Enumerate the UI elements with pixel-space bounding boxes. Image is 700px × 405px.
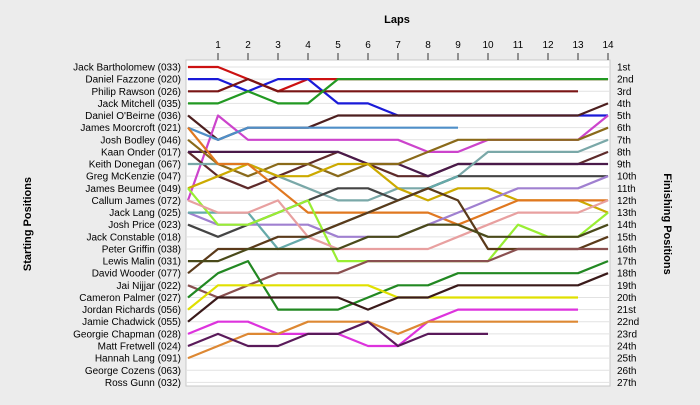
starting-position-label: Kaan Onder (017) (101, 147, 181, 158)
lap-tick-label: 5 (335, 40, 341, 51)
finishing-position-label: 10th (617, 172, 636, 183)
starting-position-label: Daniel O'Beirne (036) (85, 111, 181, 122)
starting-position-label: Callum James (072) (92, 196, 181, 207)
lap-tick-label: 10 (482, 40, 494, 51)
finishing-position-label: 5th (617, 111, 631, 122)
starting-position-label: Jack Lang (025) (109, 208, 181, 219)
finishing-position-label: 11th (617, 184, 636, 195)
finishing-position-label: 24th (617, 341, 636, 352)
finishing-position-label: 1st (617, 63, 631, 74)
series-line (188, 223, 609, 263)
starting-position-label: Philip Rawson (026) (92, 87, 182, 98)
lap-tick-label: 14 (602, 40, 614, 51)
lap-tick-label: 8 (425, 40, 431, 51)
series-line (187, 199, 609, 251)
finishing-position-label: 6th (617, 123, 631, 134)
finishing-position-label: 9th (617, 160, 631, 171)
finishing-positions-axis: 1st2nd3rd4th5th6th7th8th9th10th11th12th1… (617, 63, 639, 389)
starting-position-label: James Moorcroft (021) (80, 123, 181, 134)
lap-tick-label: 1 (215, 40, 221, 51)
series-line (187, 126, 458, 141)
finishing-position-label: 19th (617, 281, 636, 292)
finishing-position-label: 14th (617, 220, 636, 231)
finishing-position-label: 8th (617, 147, 631, 158)
finishing-position-label: 22nd (617, 317, 639, 328)
series-line (187, 308, 578, 348)
starting-position-label: George Cozens (063) (85, 366, 181, 377)
y-axis-left-label: Starting Positions (22, 177, 34, 271)
series-line (187, 284, 578, 311)
starting-position-label: James Beumee (049) (85, 184, 181, 195)
lap-tick-label: 4 (305, 40, 311, 51)
finishing-position-label: 23rd (617, 329, 637, 340)
lap-tick-label: 12 (542, 40, 554, 51)
starting-position-label: Jordan Richards (056) (82, 305, 181, 316)
series-line (188, 77, 578, 93)
finishing-position-label: 18th (617, 269, 636, 280)
lap-tick-label: 7 (395, 40, 401, 51)
lap-tick-label: 11 (513, 40, 524, 51)
chart-title: Laps (384, 14, 410, 26)
starting-position-label: Jack Mitchell (035) (98, 99, 181, 110)
finishing-position-label: 12th (617, 196, 636, 207)
series-lines (186, 65, 609, 360)
finishing-position-label: 13th (617, 208, 636, 219)
finishing-position-label: 3rd (617, 87, 631, 98)
lap-tick-label: 13 (572, 40, 584, 51)
starting-position-label: Josh Bodley (046) (100, 135, 181, 146)
starting-positions-axis: Jack Bartholomew (033)Daniel Fazzone (02… (73, 63, 181, 389)
starting-position-label: Jack Bartholomew (033) (73, 63, 181, 74)
finishing-position-label: 27th (617, 378, 636, 389)
finishing-position-label: 26th (617, 366, 636, 377)
starting-position-label: David Wooder (077) (92, 269, 181, 280)
series-line (187, 272, 609, 323)
starting-position-label: Josh Price (023) (108, 220, 181, 231)
starting-position-label: Jai Nijjar (022) (117, 281, 181, 292)
starting-position-label: Georgie Chapman (028) (73, 329, 181, 340)
starting-position-label: Greg McKenzie (047) (86, 172, 181, 183)
series-line (188, 77, 608, 105)
finishing-position-label: 7th (617, 135, 631, 146)
starting-position-label: Lewis Malin (031) (103, 257, 181, 268)
series-line (187, 126, 608, 226)
lap-tick-label: 3 (275, 40, 281, 51)
finishing-position-label: 15th (617, 232, 636, 243)
finishing-position-label: 21st (617, 305, 636, 316)
starting-position-label: Jamie Chadwick (055) (82, 317, 181, 328)
starting-position-label: Daniel Fazzone (020) (85, 75, 181, 86)
lap-axis: 1 2 3 4 5 6 7 8 9 10 11 12 13 14 (215, 40, 614, 51)
finishing-position-label: 25th (617, 354, 636, 365)
series-line (187, 247, 608, 299)
finishing-position-label: 16th (617, 244, 636, 255)
series-line (187, 320, 488, 348)
finishing-position-label: 4th (617, 99, 631, 110)
starting-position-label: Hannah Lang (091) (95, 354, 181, 365)
starting-position-label: Matt Fretwell (024) (98, 341, 181, 352)
finishing-position-label: 2nd (617, 75, 634, 86)
starting-position-label: Jack Constable (018) (87, 232, 182, 243)
finishing-position-label: 20th (617, 293, 636, 304)
lap-tick-label: 6 (365, 40, 371, 51)
starting-position-label: Cameron Palmer (027) (79, 293, 181, 304)
y-axis-right-label: Finishing Positions (661, 173, 673, 274)
starting-position-label: Keith Donegan (067) (89, 160, 181, 171)
starting-position-label: Peter Griffin (038) (102, 244, 181, 255)
series-line (187, 320, 578, 360)
starting-position-label: Ross Gunn (032) (105, 378, 181, 389)
lap-tick-label: 2 (245, 40, 251, 51)
series-line (187, 260, 609, 311)
lap-tick-label: 9 (455, 40, 461, 51)
finishing-position-label: 17th (617, 257, 636, 268)
